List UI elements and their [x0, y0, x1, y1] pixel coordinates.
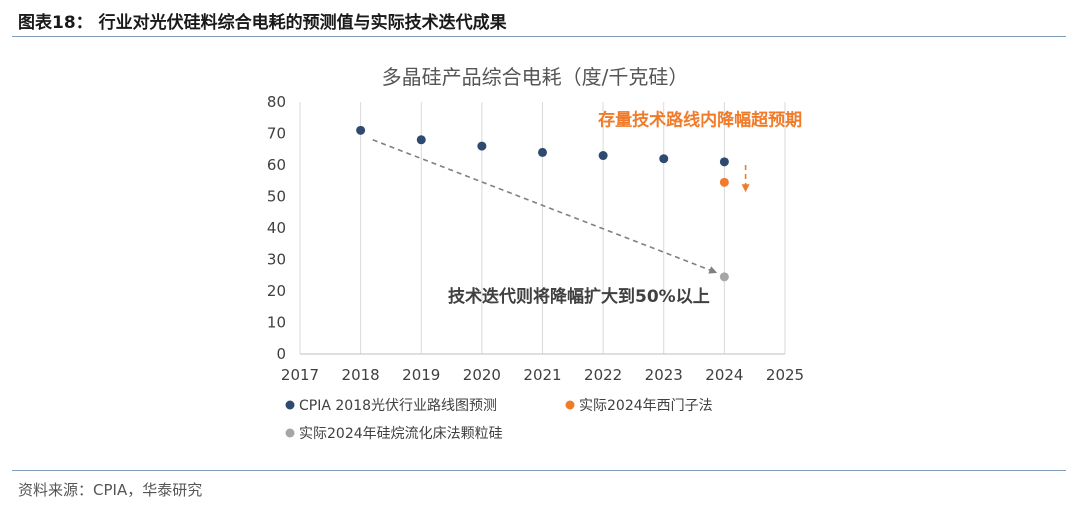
figure-title: 图表18： 行业对光伏硅料综合电耗的预测值与实际技术迭代成果 — [18, 13, 507, 33]
legend-marker — [285, 428, 295, 438]
y-tick-label: 30 — [267, 251, 286, 269]
legend: CPIA 2018光伏行业路线图预测 实际2024年西门子法实际2024年硅烷流化… — [285, 398, 713, 442]
source-note: 资料来源：CPIA，华泰研究 — [18, 481, 203, 499]
annotation-text: 技术迭代则将降幅扩大到50%以上 — [448, 286, 710, 307]
annotation-arrow — [372, 139, 718, 274]
data-point — [598, 151, 608, 161]
data-point — [538, 147, 547, 157]
data-point — [659, 154, 669, 164]
data-point — [356, 125, 366, 135]
x-tick-label: 2018 — [342, 366, 380, 384]
legend-marker — [285, 400, 295, 410]
y-tick-label: 10 — [267, 314, 286, 332]
x-tick-label: 2025 — [766, 366, 804, 384]
x-tick-label: 2024 — [705, 366, 743, 384]
y-tick-label: 50 — [267, 188, 286, 206]
data-point — [719, 157, 729, 167]
data-point — [416, 135, 426, 145]
figure-header: 图表18： 行业对光伏硅料综合电耗的预测值与实际技术迭代成果 — [12, 6, 1066, 37]
data-points — [356, 125, 729, 282]
axes: 2017 2018 2019 2020 2021 2022 2023 2024 2025 0 10 2… — [267, 93, 804, 384]
y-tick-label: 40 — [267, 219, 286, 237]
x-tick-label: 2019 — [402, 366, 440, 384]
figure-footer: 资料来源：CPIA，华泰研究 — [12, 470, 1066, 499]
legend-label: 实际2024年西门子法 — [579, 398, 713, 414]
arrows — [372, 139, 750, 274]
x-tick-label: 2023 — [645, 366, 683, 384]
x-tick-label: 2021 — [523, 366, 561, 384]
data-point — [719, 272, 729, 282]
x-tick-label: 2022 — [584, 366, 622, 384]
legend-label: 实际2024年硅烷流化床法颗粒硅 — [299, 426, 503, 442]
data-point — [477, 141, 487, 151]
data-point — [719, 177, 729, 187]
y-tick-label: 60 — [267, 156, 286, 174]
y-tick-label: 80 — [267, 93, 286, 111]
legend-marker — [565, 400, 575, 410]
legend-label: CPIA 2018光伏行业路线图预测 — [299, 398, 497, 414]
x-tick-label: 2020 — [463, 366, 501, 384]
y-tick-label: 0 — [276, 345, 286, 363]
y-tick-label: 20 — [267, 282, 286, 300]
annotation-text: 存量技术路线内降幅超预期 — [598, 110, 802, 131]
y-tick-label: 70 — [267, 125, 286, 143]
chart-title: 多晶硅产品综合电耗（度/千克硅） — [382, 65, 689, 89]
x-tick-label: 2017 — [281, 366, 319, 384]
